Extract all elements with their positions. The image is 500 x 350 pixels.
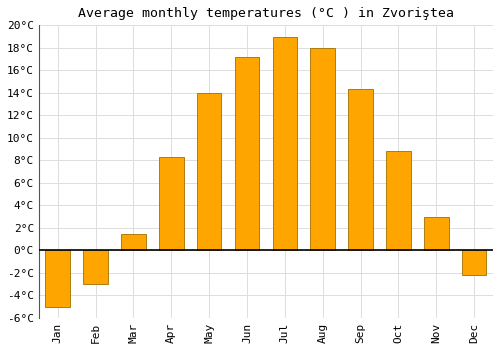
Title: Average monthly temperatures (°C ) in Zvoriştea: Average monthly temperatures (°C ) in Zv… bbox=[78, 7, 454, 20]
Bar bbox=[310, 48, 335, 250]
Bar bbox=[462, 250, 486, 275]
Bar bbox=[197, 93, 222, 250]
Bar bbox=[272, 36, 297, 250]
Bar bbox=[84, 250, 108, 284]
Bar bbox=[424, 217, 448, 250]
Bar bbox=[386, 151, 410, 250]
Bar bbox=[234, 57, 260, 250]
Bar bbox=[348, 90, 373, 250]
Bar bbox=[46, 250, 70, 307]
Bar bbox=[159, 157, 184, 250]
Bar bbox=[121, 233, 146, 250]
